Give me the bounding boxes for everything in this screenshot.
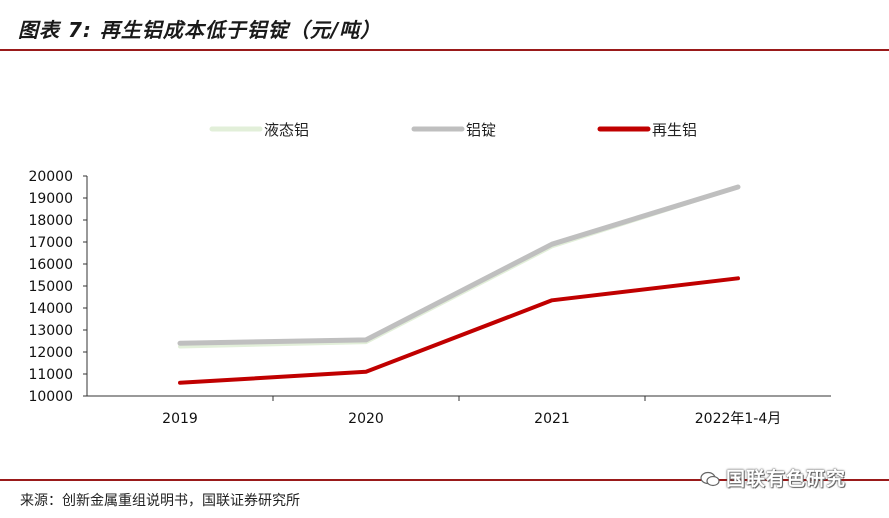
title-divider [0, 49, 889, 51]
series-line-2 [178, 276, 740, 385]
x-tick-label: 2021 [534, 411, 570, 427]
y-tick-label: 10000 [28, 389, 73, 405]
y-tick-label: 18000 [28, 213, 73, 229]
wechat-icon [700, 470, 720, 486]
y-tick-label: 16000 [28, 257, 73, 273]
chart-series [177, 184, 741, 385]
x-tick-label: 2022年1-4月 [695, 411, 782, 427]
x-tick-label: 2020 [348, 411, 384, 427]
legend-label: 液态铝 [264, 121, 309, 139]
watermark-label: 国联有色研究 [726, 468, 847, 490]
page-title: 图表 7: 再生铝成本低于铝锭（元/吨） [18, 18, 382, 42]
y-tick-label: 17000 [28, 235, 73, 251]
series-line-1 [177, 184, 741, 346]
watermark: 国联有色研究 [700, 464, 846, 491]
y-tick-label: 20000 [28, 169, 73, 185]
y-tick-label: 19000 [28, 191, 73, 207]
legend-label: 再生铝 [652, 121, 697, 139]
chart-legend: 液态铝 铝锭 再生铝 [209, 121, 697, 139]
chart-axes: 10000 11000 12000 13000 14000 15000 16000 17000… [28, 169, 831, 427]
y-tick-label: 11000 [28, 367, 73, 383]
source-note: 来源：创新金属重组说明书，国联证券研究所 [20, 493, 300, 509]
legend-label: 铝锭 [466, 121, 496, 139]
footer-divider [0, 479, 889, 481]
y-tick-label: 15000 [28, 279, 73, 295]
line-chart: 液态铝 铝锭 再生铝 1000011000120001300014000150001… [28, 121, 831, 427]
y-tick-label: 13000 [28, 323, 73, 339]
x-tick-label: 2019 [162, 411, 198, 427]
y-tick-label: 14000 [28, 301, 73, 317]
y-tick-label: 12000 [28, 345, 73, 361]
